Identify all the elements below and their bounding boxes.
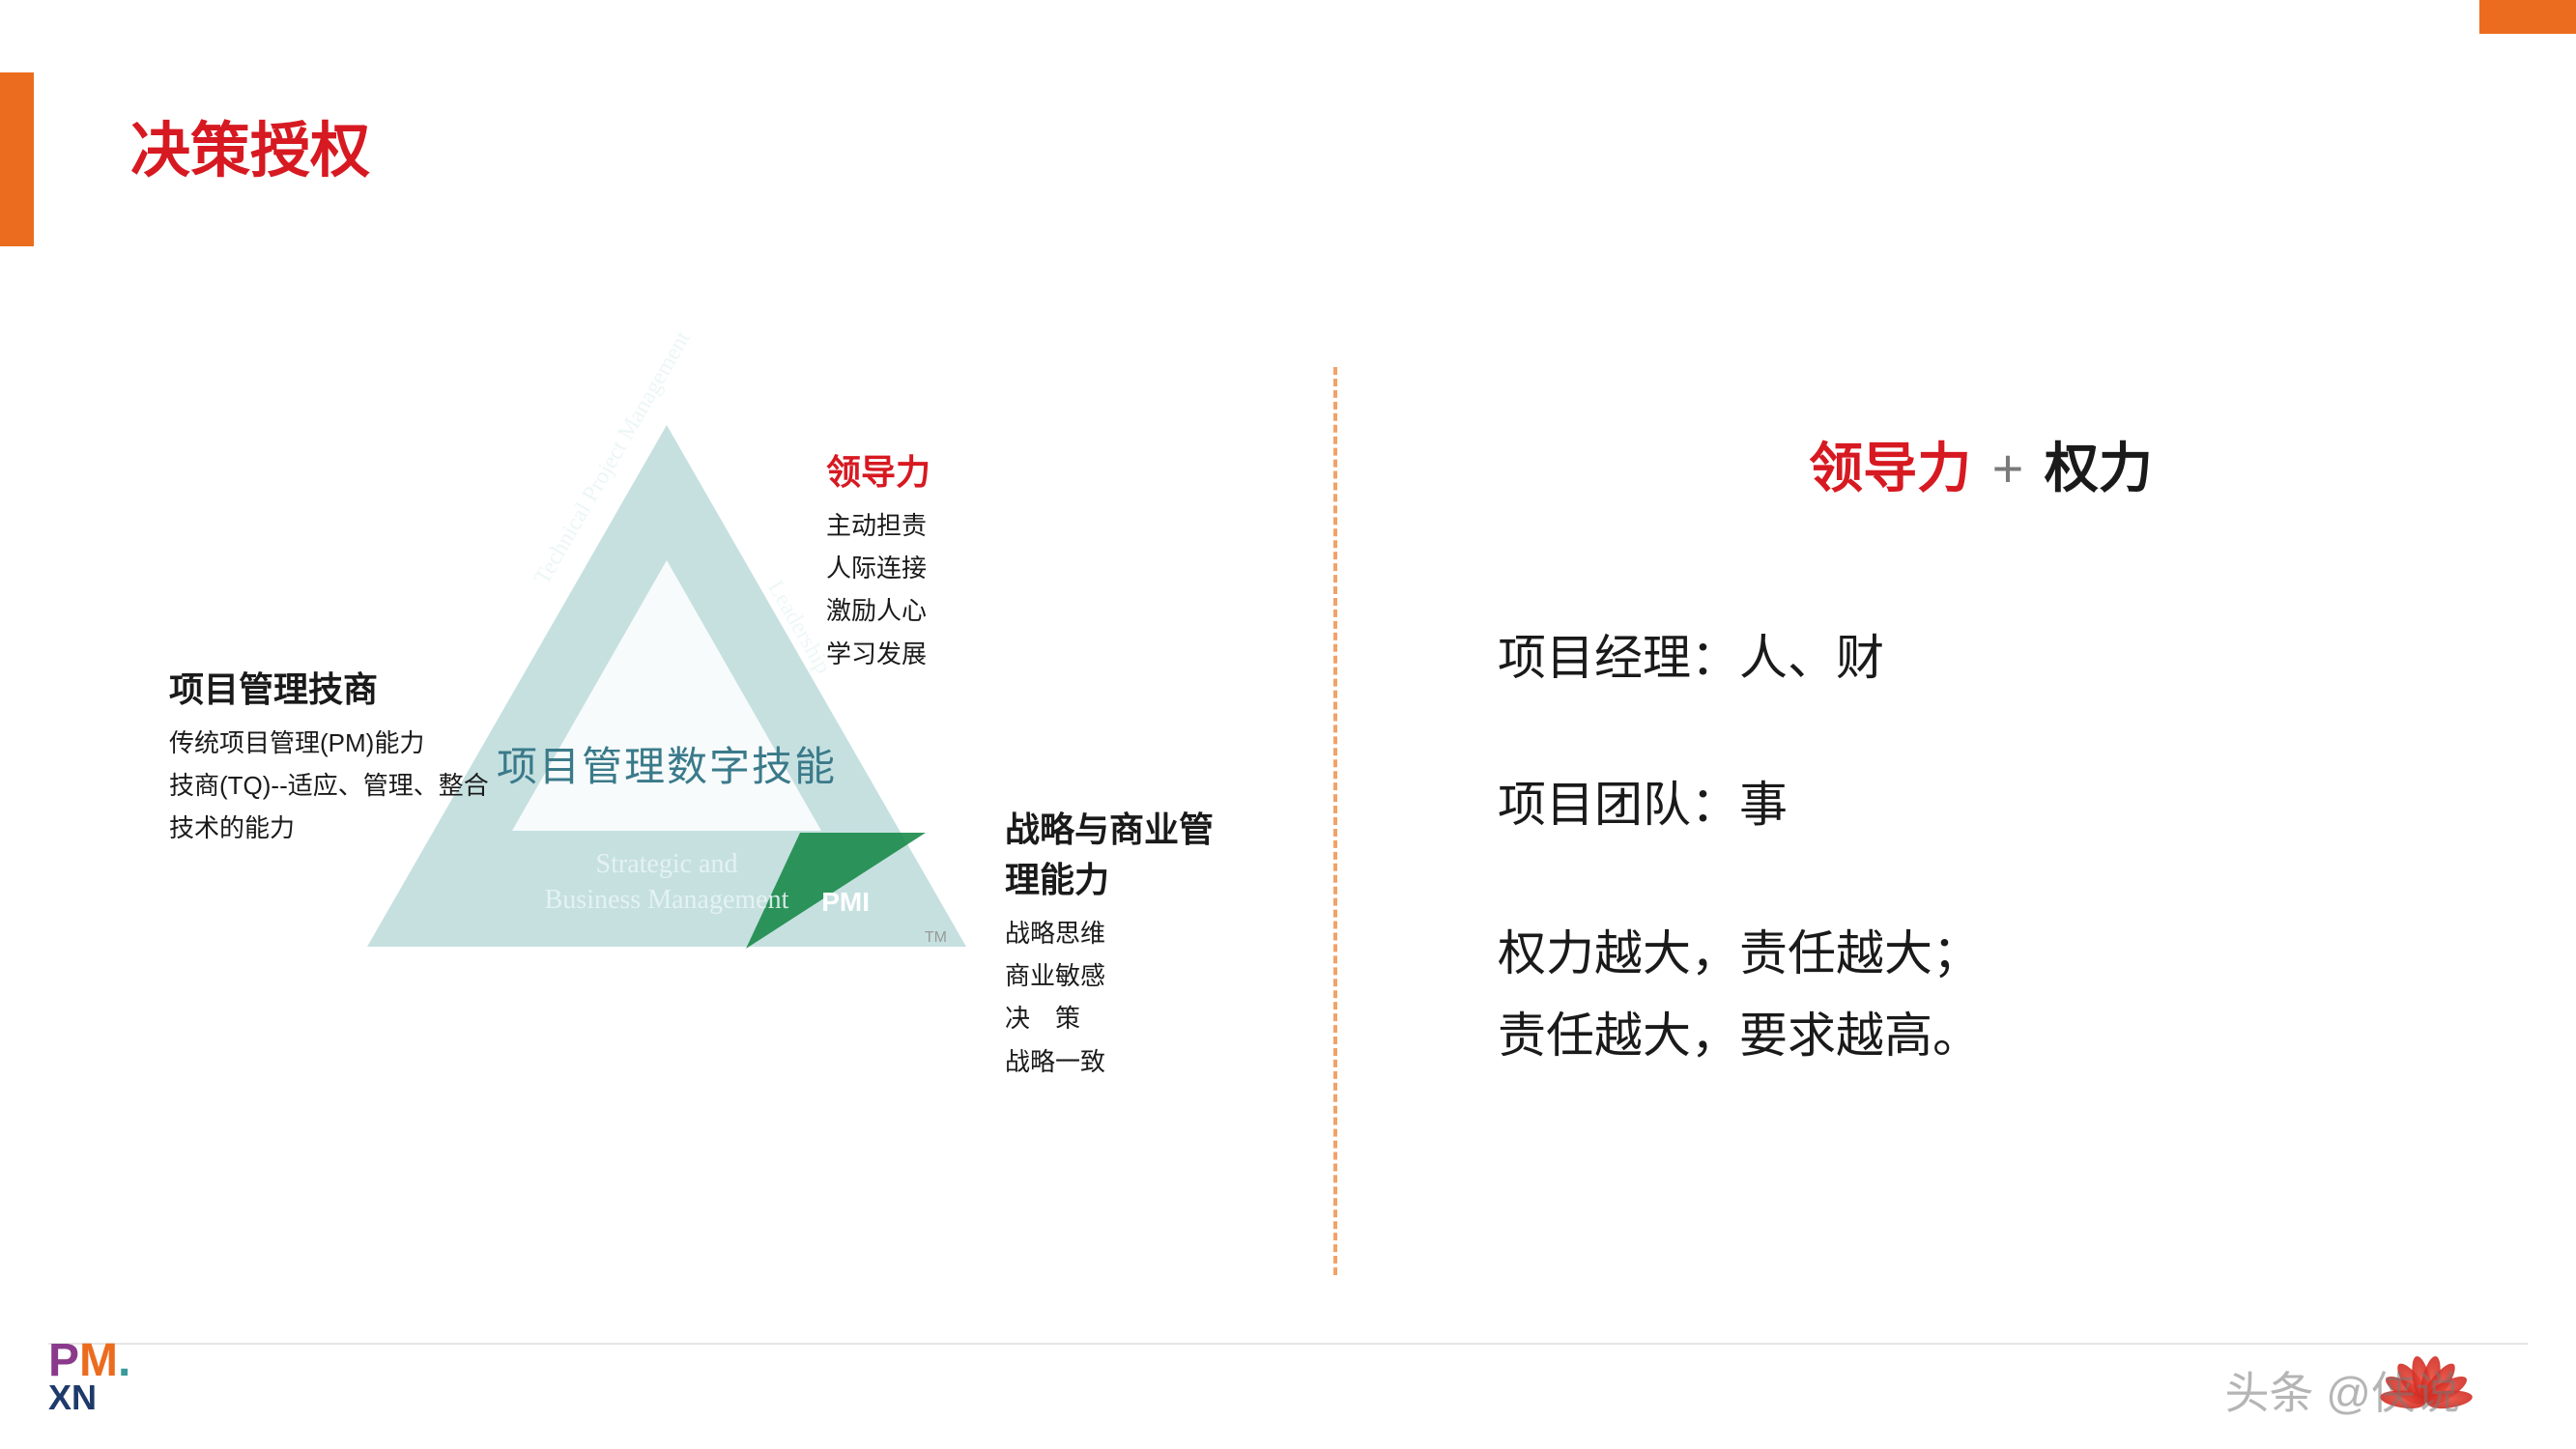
strategy-cluster: 战略与商业管理能力 战略思维 商业敏感 决 策 战略一致 — [1005, 802, 1237, 1083]
pmi-logo-triangle: PMI — [821, 887, 870, 918]
right-line-1: 项目经理：人、财 — [1498, 619, 2464, 689]
cluster-item: 商业敏感 — [1005, 954, 1237, 997]
cluster-title-strategy: 战略与商业管理能力 — [1005, 802, 1237, 902]
right-text-panel: 领导力 + 权力 项目经理：人、财 项目团队：事 权力越大，责任越大； 责任越大… — [1498, 425, 2464, 1077]
cluster-item: 学习发展 — [826, 633, 930, 675]
pm-skills-cluster: 项目管理技商 传统项目管理(PM)能力 技商(TQ)--适应、管理、整合 技术的… — [169, 662, 489, 850]
cluster-title-leadership: 领导力 — [826, 444, 930, 495]
heading-leadership: 领导力 — [1809, 438, 1971, 498]
cluster-item: 人际连接 — [826, 547, 930, 589]
accent-left-bar — [0, 72, 34, 246]
slide-title: 决策授权 — [130, 101, 370, 188]
vertical-divider — [1333, 367, 1337, 1275]
cluster-item: 技商(TQ)--适应、管理、整合 — [169, 764, 489, 807]
cluster-item: 主动担责 — [826, 504, 930, 547]
triangle-bottom-label: Strategic and Business Management — [483, 847, 850, 918]
right-heading: 领导力 + 权力 — [1498, 425, 2464, 503]
cluster-item: 传统项目管理(PM)能力 — [169, 722, 489, 764]
triangle-center-label: 项目管理数字技能 — [464, 734, 870, 793]
right-block: 权力越大，责任越大； 责任越大，要求越高。 — [1498, 913, 2464, 1077]
cluster-item: 战略思维 — [1005, 912, 1237, 954]
pmi-footer-logo: PM. XN — [48, 1334, 130, 1418]
accent-corner — [2479, 0, 2576, 34]
trademark-symbol: TM — [925, 929, 947, 947]
cluster-item: 技术的能力 — [169, 807, 489, 849]
leadership-cluster: 领导力 主动担责 人际连接 激励人心 学习发展 — [826, 444, 930, 675]
right-line-2: 项目团队：事 — [1498, 766, 2464, 836]
cluster-item: 战略一致 — [1005, 1040, 1237, 1083]
watermark-text: 头条 @侠说 — [2225, 1358, 2460, 1422]
heading-power: 权力 — [2045, 438, 2153, 498]
cluster-item: 决 策 — [1005, 997, 1237, 1039]
slide-footer: PM. XN 头条 @侠说 — [48, 1343, 2528, 1439]
cluster-title-pm: 项目管理技商 — [169, 662, 489, 712]
cluster-item: 激励人心 — [826, 589, 930, 632]
triangle-diagram-panel: Technical Project Management Leadership … — [77, 348, 1237, 1072]
heading-plus: + — [1977, 438, 2039, 498]
